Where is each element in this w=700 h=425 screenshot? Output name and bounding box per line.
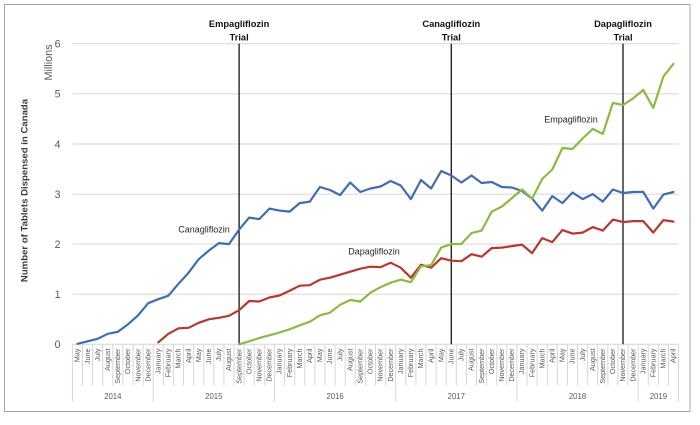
svg-text:January: January [517, 348, 526, 374]
svg-text:November: November [376, 348, 385, 382]
svg-text:April: April [184, 348, 193, 363]
svg-text:May: May [194, 348, 203, 362]
svg-text:July: July [457, 348, 466, 361]
svg-text:January: January [396, 348, 405, 374]
svg-text:September: September [598, 348, 607, 384]
svg-text:October: October [244, 348, 253, 374]
svg-text:September: September [113, 348, 122, 384]
svg-text:December: December [265, 348, 274, 382]
svg-text:December: December [143, 348, 152, 382]
svg-text:March: March [416, 349, 425, 369]
svg-text:June: June [325, 349, 334, 365]
svg-text:August: August [224, 349, 233, 371]
svg-text:October: October [366, 348, 375, 374]
svg-text:March: March [537, 349, 546, 369]
svg-text:November: November [133, 348, 142, 382]
svg-text:October: October [608, 348, 617, 374]
svg-text:January: January [154, 348, 163, 374]
svg-text:2015: 2015 [205, 392, 223, 401]
svg-text:4: 4 [55, 139, 61, 151]
svg-text:Trial: Trial [442, 33, 461, 43]
svg-text:Trial: Trial [230, 33, 249, 43]
svg-text:Canagliflozin: Canagliflozin [178, 224, 230, 234]
svg-text:July: July [578, 348, 587, 361]
svg-text:Millions: Millions [43, 44, 55, 81]
svg-text:April: April [548, 348, 557, 363]
svg-text:October: October [487, 348, 496, 374]
svg-text:February: February [649, 348, 658, 377]
svg-text:6: 6 [55, 39, 61, 51]
svg-text:2019: 2019 [650, 392, 667, 401]
svg-text:February: February [527, 348, 536, 377]
svg-text:July: July [214, 348, 223, 361]
svg-text:December: December [507, 348, 516, 382]
svg-text:November: November [255, 348, 264, 382]
svg-text:August: August [345, 349, 354, 371]
svg-text:July: July [335, 348, 344, 361]
svg-text:October: October [123, 348, 132, 374]
svg-text:Trial: Trial [613, 33, 632, 43]
svg-text:April: April [669, 348, 678, 363]
svg-text:June: June [83, 349, 92, 365]
svg-text:2: 2 [55, 239, 61, 251]
svg-text:December: December [386, 348, 395, 382]
svg-text:2016: 2016 [326, 392, 343, 401]
svg-text:May: May [436, 348, 445, 362]
svg-text:March: March [659, 349, 668, 369]
svg-text:3: 3 [55, 189, 61, 201]
svg-text:December: December [628, 348, 637, 382]
svg-text:August: August [103, 349, 112, 371]
svg-text:January: January [638, 348, 647, 374]
svg-text:February: February [164, 348, 173, 377]
svg-text:May: May [315, 348, 324, 362]
svg-text:June: June [204, 349, 213, 365]
svg-text:0: 0 [55, 339, 61, 351]
svg-text:November: November [497, 348, 506, 382]
svg-text:January: January [275, 348, 284, 374]
svg-text:February: February [285, 348, 294, 377]
svg-text:September: September [234, 348, 243, 384]
svg-text:Dapagliflozin: Dapagliflozin [594, 19, 652, 29]
svg-text:April: April [426, 348, 435, 363]
svg-text:Dapagliflozin: Dapagliflozin [348, 247, 400, 257]
svg-text:July: July [93, 348, 102, 361]
svg-text:2017: 2017 [448, 392, 465, 401]
svg-text:August: August [467, 349, 476, 371]
svg-text:5: 5 [55, 89, 61, 101]
svg-text:November: November [618, 348, 627, 382]
svg-text:May: May [73, 348, 82, 362]
svg-text:1: 1 [55, 289, 61, 301]
svg-text:Canagliflozin: Canagliflozin [422, 19, 480, 29]
svg-text:September: September [477, 348, 486, 384]
svg-text:June: June [568, 349, 577, 365]
svg-text:August: August [588, 349, 597, 371]
svg-text:September: September [356, 348, 365, 384]
svg-text:March: March [295, 349, 304, 369]
svg-text:2014: 2014 [104, 392, 122, 401]
svg-text:2018: 2018 [569, 392, 586, 401]
svg-text:June: June [447, 349, 456, 365]
svg-text:February: February [406, 348, 415, 377]
svg-text:Number of Tablets Dispensed in: Number of Tablets Dispensed in Canada [20, 98, 31, 282]
svg-text:March: March [174, 349, 183, 369]
svg-text:May: May [558, 348, 567, 362]
svg-text:Empagliflozin: Empagliflozin [209, 19, 270, 29]
svg-text:Empagliflozin: Empagliflozin [544, 114, 598, 124]
svg-text:April: April [305, 348, 314, 363]
